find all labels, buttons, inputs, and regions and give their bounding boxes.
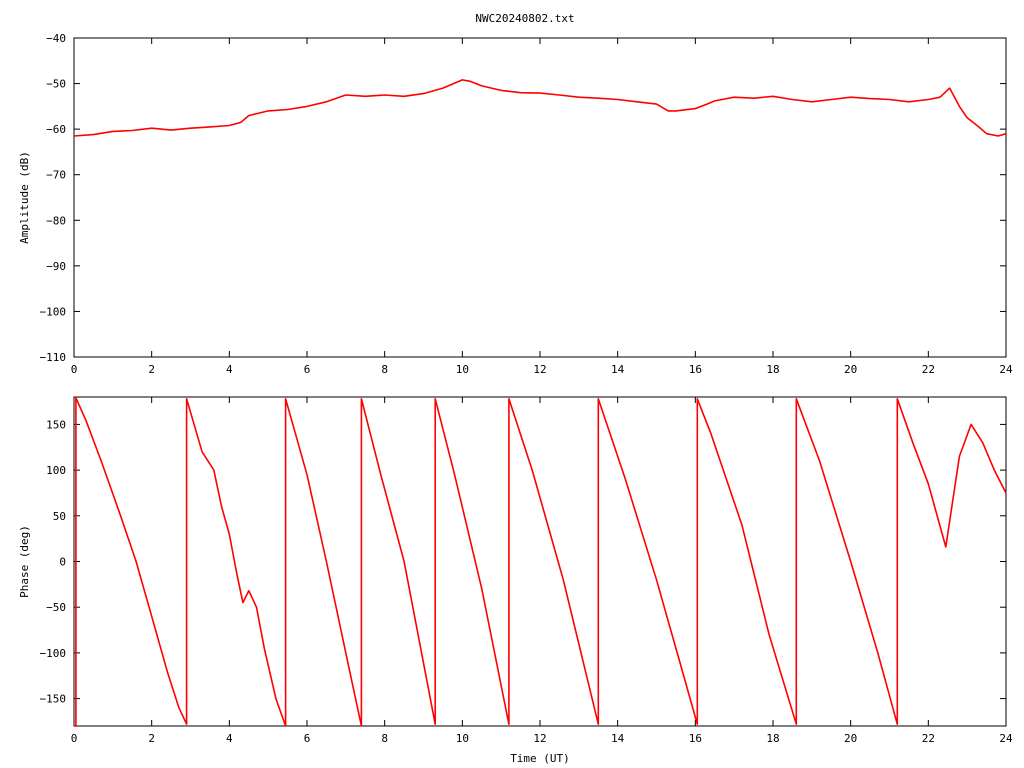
phase-y-tick-label: 100 bbox=[46, 464, 66, 477]
phase-x-tick-label: 12 bbox=[533, 732, 546, 745]
phase-y-tick-label: 0 bbox=[59, 556, 66, 569]
amp-y-tick-label: −70 bbox=[46, 169, 66, 182]
amp-x-tick-label: 12 bbox=[533, 363, 546, 376]
amp-y-tick-label: −40 bbox=[46, 32, 66, 45]
amp-x-tick-label: 8 bbox=[381, 363, 388, 376]
amp-x-tick-label: 20 bbox=[844, 363, 857, 376]
amplitude-panel: 0 2 4 6 8 10 12 14 16 18 20 22 24−40−50−60−70−80−90−… bbox=[18, 32, 1013, 376]
phase-x-axis-label: Time (UT) bbox=[510, 752, 570, 765]
phase-y-tick-label: 150 bbox=[46, 418, 66, 431]
amp-y-tick-label: −80 bbox=[46, 214, 66, 227]
phase-panel: 0 2 4 6 8 10 12 14 16 18 20 22 24150100500−50−100−15… bbox=[18, 396, 1013, 765]
phase-y-tick-label: −150 bbox=[40, 693, 67, 706]
amp-series-line bbox=[73, 79, 1007, 137]
amp-y-tick-label: −60 bbox=[46, 123, 66, 136]
chart-title: NWC20240802.txt bbox=[475, 12, 574, 25]
phase-y-tick-label: −100 bbox=[40, 647, 67, 660]
phase-x-tick-label: 18 bbox=[766, 732, 779, 745]
amp-y-tick-label: −100 bbox=[40, 305, 67, 318]
amp-x-tick-label: 0 bbox=[71, 363, 78, 376]
amp-plot-frame bbox=[73, 37, 1007, 358]
amp-x-tick-label: 18 bbox=[766, 363, 779, 376]
phase-y-tick-label: 50 bbox=[53, 510, 66, 523]
phase-series-line bbox=[74, 396, 1007, 727]
amp-x-tick-label: 16 bbox=[689, 363, 702, 376]
amp-x-tick-label: 10 bbox=[456, 363, 469, 376]
phase-y-axis-label: Phase (deg) bbox=[18, 525, 31, 598]
amp-x-tick-label: 14 bbox=[611, 363, 625, 376]
phase-x-tick-label: 10 bbox=[456, 732, 469, 745]
amp-y-tick-label: −90 bbox=[46, 260, 66, 273]
phase-x-tick-label: 24 bbox=[999, 732, 1013, 745]
amp-x-tick-label: 2 bbox=[148, 363, 155, 376]
phase-x-tick-label: 6 bbox=[304, 732, 311, 745]
phase-x-tick-label: 14 bbox=[611, 732, 625, 745]
amp-x-tick-label: 24 bbox=[999, 363, 1013, 376]
phase-x-tick-label: 8 bbox=[381, 732, 388, 745]
phase-x-tick-label: 20 bbox=[844, 732, 857, 745]
phase-x-tick-label: 2 bbox=[148, 732, 155, 745]
phase-plot-frame bbox=[73, 396, 1007, 727]
phase-y-tick-label: −50 bbox=[46, 601, 66, 614]
amp-y-axis-label: Amplitude (dB) bbox=[18, 151, 31, 244]
amp-y-tick-label: −50 bbox=[46, 78, 66, 91]
amp-y-tick-label: −110 bbox=[40, 351, 67, 364]
phase-x-tick-label: 4 bbox=[226, 732, 233, 745]
phase-x-tick-label: 16 bbox=[689, 732, 702, 745]
phase-x-tick-label: 22 bbox=[922, 732, 935, 745]
amp-x-tick-label: 6 bbox=[304, 363, 311, 376]
phase-x-tick-label: 0 bbox=[71, 732, 78, 745]
amp-x-tick-label: 22 bbox=[922, 363, 935, 376]
amp-x-tick-label: 4 bbox=[226, 363, 233, 376]
